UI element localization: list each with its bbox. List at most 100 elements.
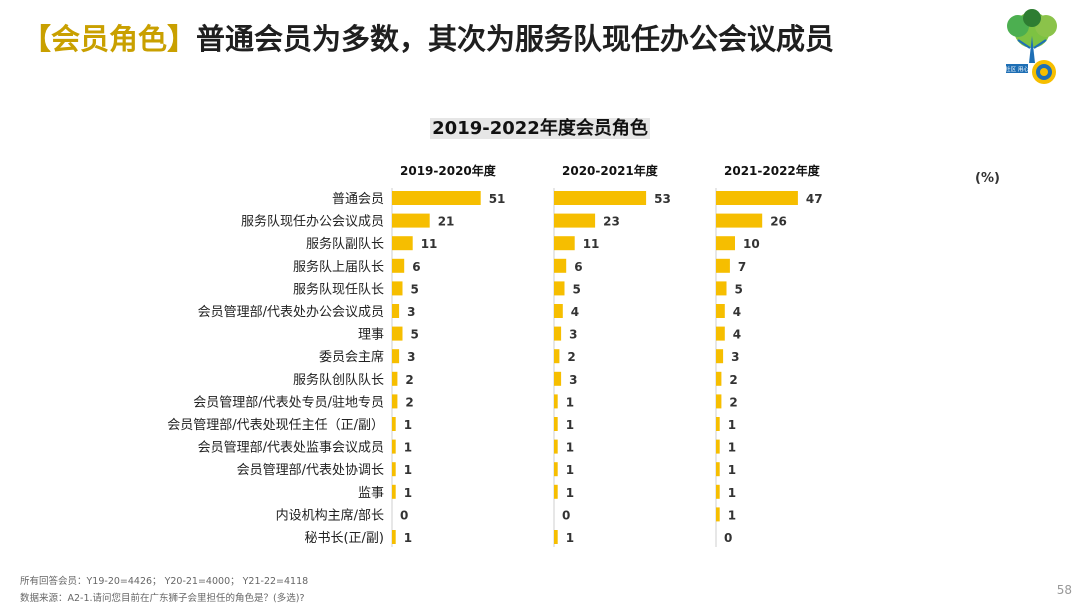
bar: [554, 258, 567, 273]
footnote-base: 所有回答会员：Y19-20=4426； Y20-21=4000； Y21-22=…: [20, 576, 309, 587]
bar: [554, 394, 558, 409]
data-label: 1: [566, 418, 574, 432]
data-label: 1: [566, 486, 574, 500]
bar: [392, 349, 400, 364]
data-label: 7: [738, 260, 746, 274]
bar: [716, 326, 725, 341]
bar: [554, 484, 558, 499]
data-label: 4: [733, 305, 741, 319]
chart-title-text: 2019-2022年度会员角色: [430, 118, 650, 139]
category-label: 秘书长(正/副): [304, 531, 384, 546]
bar: [392, 484, 396, 499]
chart-title: 2019-2022年度会员角色: [0, 114, 1080, 140]
data-label: 0: [562, 508, 570, 522]
data-label: 1: [404, 486, 412, 500]
bar: [554, 349, 560, 364]
bar: [392, 417, 396, 431]
category-label: 服务队现任队长: [293, 281, 384, 297]
bar: [716, 371, 722, 386]
data-label: 0: [400, 508, 408, 522]
data-label: 1: [566, 441, 574, 455]
data-label: 0: [724, 531, 732, 545]
data-label: 6: [574, 260, 582, 274]
data-label: 1: [404, 441, 412, 455]
bar: [716, 191, 798, 205]
data-label: 3: [569, 328, 577, 342]
bar: [392, 462, 396, 477]
data-label: 1: [566, 395, 574, 409]
bar: [554, 530, 558, 544]
title-text: 普通会员为多数，其次为服务队现任办公会议成员: [196, 22, 835, 56]
data-label: 1: [728, 508, 736, 522]
bar: [554, 417, 558, 431]
data-label: 1: [404, 531, 412, 545]
category-label: 委员会主席: [319, 349, 384, 365]
category-label: 会员管理部/代表处协调长: [237, 463, 384, 478]
data-label: 4: [733, 328, 741, 342]
category-label: 服务队现任办公会议成员: [241, 214, 384, 230]
data-label: 3: [569, 373, 577, 387]
category-label: 会员管理部/代表处监事会议成员: [198, 441, 384, 456]
data-label: 2: [729, 395, 737, 409]
data-label: 26: [770, 215, 787, 229]
category-label: 监事: [358, 486, 384, 501]
page-title: 【会员角色】普通会员为多数，其次为服务队现任办公会议成员: [22, 16, 834, 58]
title-tag: 【会员角色】: [22, 22, 197, 56]
data-label: 5: [735, 282, 743, 296]
bar: [392, 213, 430, 228]
data-label: 1: [404, 463, 412, 477]
lions-club-logo: 礼贤社区 用心服务: [996, 9, 1057, 84]
bar: [716, 258, 730, 273]
category-label: 会员管理部/代表处现任主任（正/副）: [167, 418, 384, 433]
data-label: 4: [571, 305, 579, 319]
data-label: 11: [421, 237, 438, 251]
data-label: 3: [731, 350, 739, 364]
bar: [554, 326, 562, 341]
data-label: 1: [566, 531, 574, 545]
data-label: 2: [405, 395, 413, 409]
category-label: 服务队创队队长: [293, 372, 384, 388]
data-label: 51: [489, 192, 506, 206]
data-label: 21: [438, 215, 455, 229]
bar: [716, 462, 720, 477]
category-label: 服务队副队长: [306, 236, 384, 252]
bar: [392, 304, 400, 318]
bar: [392, 326, 403, 341]
data-label: 1: [728, 463, 736, 477]
data-label: 23: [603, 215, 620, 229]
footnote-source: 数据来源：A2-1.请问您目前在广东狮子会里担任的角色是？(多选)?: [20, 593, 305, 604]
data-label: 5: [573, 282, 581, 296]
series-header: 2019-2020年度: [400, 163, 497, 178]
bar: [716, 304, 725, 318]
logo-text: 礼贤社区 用心服务: [996, 65, 1040, 73]
data-label: 11: [583, 237, 600, 251]
data-label: 47: [806, 192, 823, 206]
bar: [716, 417, 720, 431]
bar: [392, 258, 405, 273]
bar: [716, 281, 727, 296]
bar: [392, 439, 396, 454]
bar: [716, 507, 720, 522]
bar: [554, 281, 565, 296]
bar: [392, 236, 413, 251]
category-label: 会员管理部/代表处办公会议成员: [198, 305, 384, 320]
bar: [554, 213, 596, 228]
bar: [392, 191, 481, 205]
data-label: 6: [412, 260, 420, 274]
bar: [716, 484, 720, 499]
category-label: 会员管理部/代表处专员/驻地专员: [193, 395, 384, 410]
series-header: 2020-2021年度: [562, 163, 659, 178]
data-label: 1: [728, 441, 736, 455]
data-label: 2: [405, 373, 413, 387]
data-label: 10: [743, 237, 760, 251]
bar: [392, 281, 403, 296]
bar: [716, 349, 724, 364]
data-label: 5: [411, 282, 419, 296]
bar: [554, 236, 575, 251]
bar: [554, 462, 558, 477]
bar: [392, 530, 396, 544]
bar: [554, 304, 563, 318]
data-label: 2: [567, 350, 575, 364]
unit-label: (%): [975, 171, 1000, 186]
